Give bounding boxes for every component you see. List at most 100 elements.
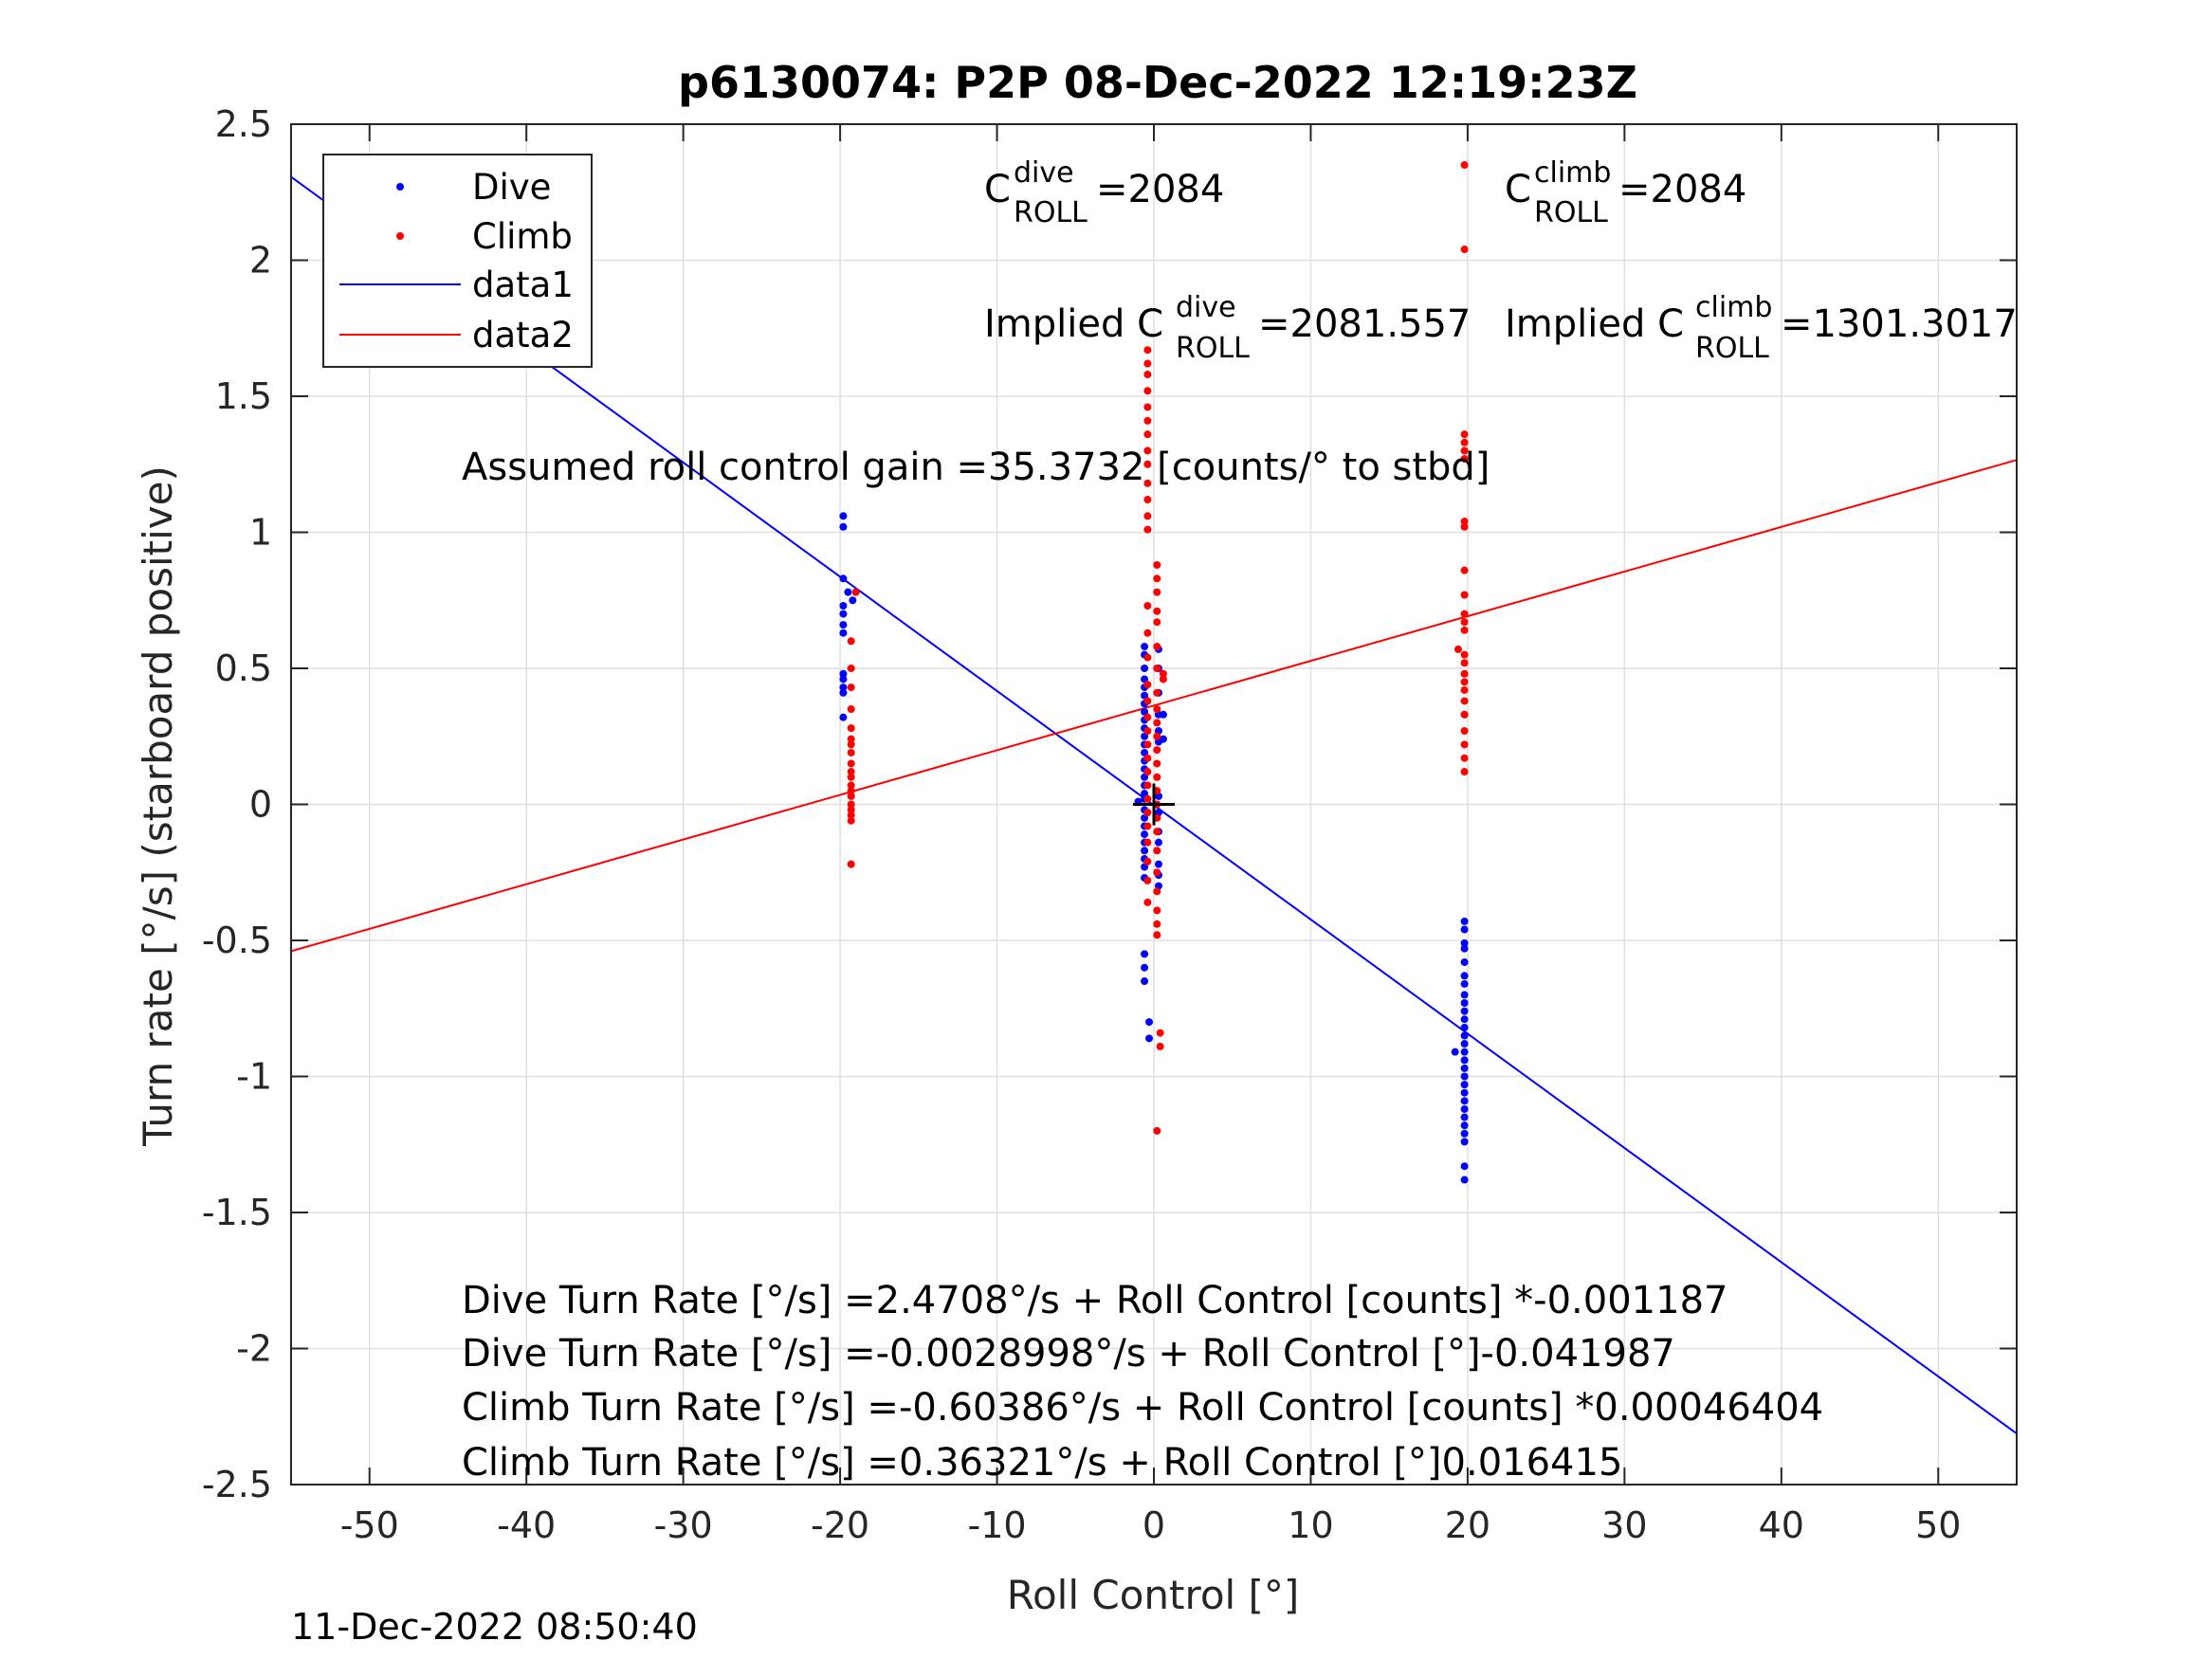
point-climb xyxy=(1153,1126,1161,1135)
point-climb xyxy=(1460,438,1469,447)
point-climb xyxy=(1143,697,1152,705)
point-climb xyxy=(1153,607,1161,615)
point-dive xyxy=(1159,735,1167,743)
x-tick-label: -10 xyxy=(968,1504,1027,1546)
point-climb xyxy=(1159,669,1167,678)
point-climb xyxy=(1153,773,1161,781)
point-dive xyxy=(1460,925,1469,934)
equation-climb-degrees: Climb Turn Rate [°/s] =0.36321°/s + Roll… xyxy=(462,1441,1622,1485)
point-climb xyxy=(1153,732,1161,740)
point-climb xyxy=(1143,460,1152,468)
point-dive xyxy=(1460,917,1469,925)
point-dive xyxy=(1159,710,1167,719)
point-climb xyxy=(1153,828,1161,836)
point-dive xyxy=(1141,643,1149,651)
point-dive xyxy=(1460,1007,1469,1015)
point-climb xyxy=(1460,161,1469,170)
fit-line-data2 xyxy=(290,459,2018,953)
point-climb xyxy=(1460,685,1469,694)
x-tick-label: -30 xyxy=(654,1504,713,1546)
c-roll-dive-annotation: C dive ROLL =2084 xyxy=(984,156,1224,229)
point-climb xyxy=(1143,822,1152,830)
point-climb xyxy=(1460,740,1469,749)
point-climb xyxy=(1143,781,1152,790)
point-climb xyxy=(1460,754,1469,762)
chart-title: p6130074: P2P 08-Dec-2022 12:19:23Z xyxy=(678,57,1637,108)
point-dive xyxy=(1145,1034,1154,1043)
point-dive xyxy=(1460,1104,1469,1113)
point-dive xyxy=(1460,1015,1469,1024)
point-climb xyxy=(1460,566,1469,574)
legend-data1-label: data1 xyxy=(472,264,574,305)
x-tick-label: 10 xyxy=(1288,1504,1333,1546)
svg-text:dive: dive xyxy=(1014,156,1074,190)
point-climb xyxy=(1153,887,1161,896)
point-dive xyxy=(1460,1088,1469,1097)
point-climb xyxy=(1143,740,1152,749)
point-dive xyxy=(1141,950,1149,958)
point-dive xyxy=(1460,944,1469,953)
svg-text:ROLL: ROLL xyxy=(1176,332,1250,365)
origin-crosshair xyxy=(1133,783,1175,826)
point-climb xyxy=(1143,713,1152,721)
point-dive xyxy=(1460,1121,1469,1130)
y-tick-label: -1 xyxy=(236,1056,272,1098)
equation-climb-counts: Climb Turn Rate [°/s] =-0.60386°/s + Rol… xyxy=(462,1386,1823,1430)
legend-dive-marker xyxy=(396,183,404,191)
point-dive xyxy=(1460,1040,1469,1048)
svg-text:C: C xyxy=(984,168,1011,211)
point-climb xyxy=(1460,697,1469,705)
legend-data2-label: data2 xyxy=(472,315,574,356)
point-climb xyxy=(1153,746,1161,755)
point-climb xyxy=(1153,574,1161,583)
point-climb xyxy=(1143,479,1152,487)
point-dive xyxy=(1460,1056,1469,1065)
svg-text:=1301.3017: =1301.3017 xyxy=(1781,302,2018,346)
y-tick-label: -1.5 xyxy=(202,1192,272,1233)
point-climb xyxy=(1143,512,1152,520)
point-climb xyxy=(1460,710,1469,719)
point-climb xyxy=(1460,591,1469,599)
point-dive xyxy=(839,675,848,684)
point-dive xyxy=(1141,830,1149,839)
c-roll-climb-annotation: C climb ROLL =2084 xyxy=(1505,156,1746,229)
point-climb xyxy=(851,588,860,596)
y-tick-label: 1.5 xyxy=(215,375,272,417)
y-tick-label: 1 xyxy=(249,512,272,554)
point-dive xyxy=(839,621,848,629)
point-climb xyxy=(1153,665,1161,672)
legend-climb-marker xyxy=(396,232,404,240)
point-climb xyxy=(1143,359,1152,368)
point-climb xyxy=(1460,626,1469,634)
point-climb xyxy=(847,684,855,692)
x-tick-label: 30 xyxy=(1601,1504,1647,1546)
point-climb xyxy=(847,724,855,733)
point-dive xyxy=(839,629,848,637)
point-climb xyxy=(1153,906,1161,915)
x-tick-label: -50 xyxy=(340,1504,399,1546)
point-climb xyxy=(1143,809,1152,817)
svg-text:ROLL: ROLL xyxy=(1695,332,1769,365)
point-climb xyxy=(847,705,855,714)
point-dive xyxy=(1145,1018,1154,1027)
x-tick-label: -20 xyxy=(811,1504,869,1546)
y-tick-label: -0.5 xyxy=(202,920,272,961)
point-climb xyxy=(847,748,855,757)
point-dive xyxy=(1460,1048,1469,1056)
point-climb xyxy=(1143,447,1152,455)
y-tick-label: 2.5 xyxy=(215,103,272,145)
point-dive xyxy=(1141,847,1149,855)
point-climb xyxy=(847,665,855,672)
point-dive xyxy=(1460,1072,1469,1081)
point-climb xyxy=(1153,588,1161,596)
point-dive xyxy=(1460,991,1469,999)
equation-dive-counts: Dive Turn Rate [°/s] =2.4708°/s + Roll C… xyxy=(462,1279,1728,1322)
point-climb xyxy=(1153,920,1161,928)
svg-text:dive: dive xyxy=(1176,291,1236,324)
point-dive xyxy=(1460,1113,1469,1121)
point-climb xyxy=(1143,898,1152,906)
x-tick-label: 0 xyxy=(1143,1504,1165,1546)
point-dive xyxy=(1460,1081,1469,1089)
point-climb xyxy=(1460,727,1469,736)
